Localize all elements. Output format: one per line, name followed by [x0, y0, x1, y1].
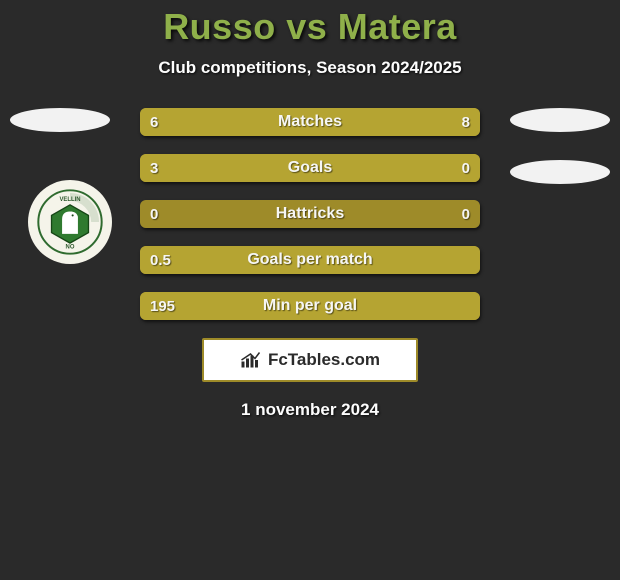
player-avatar-left-placeholder [10, 108, 110, 132]
comparison-infographic: Russo vs Matera Club competitions, Seaso… [0, 0, 620, 420]
stat-label: Matches [140, 108, 480, 136]
subtitle: Club competitions, Season 2024/2025 [0, 58, 620, 78]
stat-row: 6Matches8 [140, 108, 480, 136]
player-avatar-right-placeholder-2 [510, 160, 610, 184]
stat-value-right: 8 [462, 108, 470, 136]
stat-label: Min per goal [140, 292, 480, 320]
date-line: 1 november 2024 [0, 400, 620, 420]
svg-text:NO: NO [66, 244, 75, 250]
club-crest-left: VELLIN NO [28, 180, 112, 264]
stat-row: 3Goals0 [140, 154, 480, 182]
stat-label: Goals [140, 154, 480, 182]
brand-footer: FcTables.com [202, 338, 418, 382]
svg-text:VELLIN: VELLIN [59, 197, 80, 203]
stats-area: VELLIN NO 6Matches83Goals00Hattricks00.5… [0, 108, 620, 420]
brand-label: FcTables.com [268, 350, 380, 370]
stat-value-right: 0 [462, 154, 470, 182]
stat-label: Goals per match [140, 246, 480, 274]
stat-row: 195Min per goal [140, 292, 480, 320]
player-avatar-right-placeholder-1 [510, 108, 610, 132]
stat-value-right: 0 [462, 200, 470, 228]
club-crest-icon: VELLIN NO [37, 189, 103, 255]
stat-rows: 6Matches83Goals00Hattricks00.5Goals per … [140, 108, 480, 320]
page-title: Russo vs Matera [0, 6, 620, 48]
stat-label: Hattricks [140, 200, 480, 228]
bar-chart-icon [240, 350, 264, 370]
stat-row: 0.5Goals per match [140, 246, 480, 274]
stat-row: 0Hattricks0 [140, 200, 480, 228]
